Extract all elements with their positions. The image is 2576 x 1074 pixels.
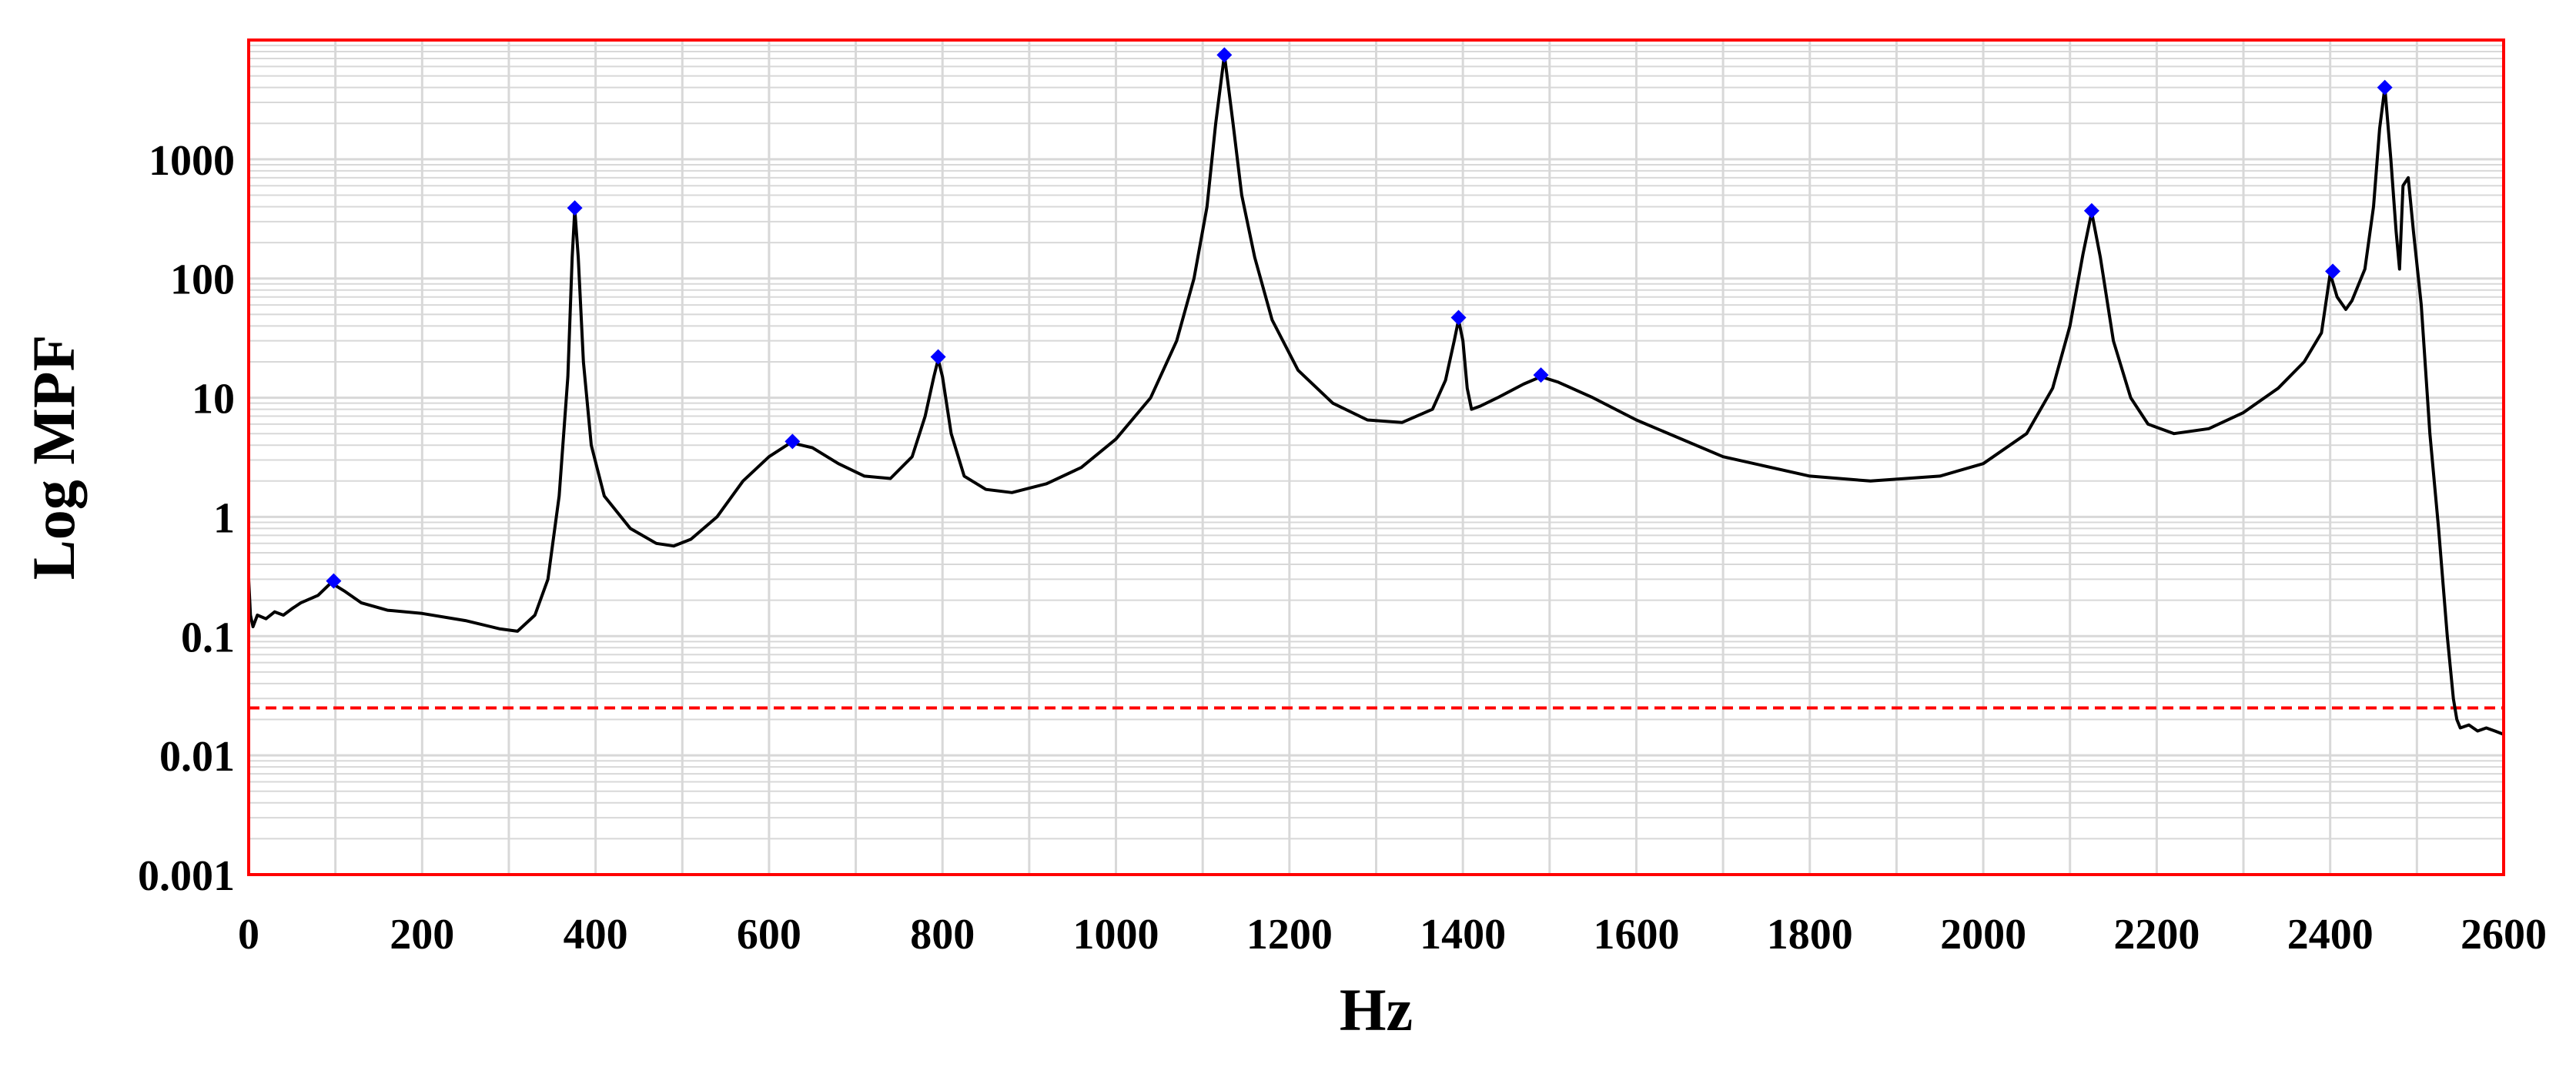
series-line [247,53,2504,736]
y-tick-label: 10 [192,376,235,423]
y-tick-label: 1 [213,494,235,542]
peak-marker [1216,47,1233,63]
peak-marker [326,573,342,589]
x-tick-label: 2000 [1940,911,2026,959]
y-axis-title: Log MPF [20,335,87,580]
y-tick-label: 0.01 [159,733,235,781]
x-tick-label: 0 [238,911,259,959]
peak-marker [2377,79,2393,95]
peak-marker [1533,367,1549,383]
x-tick-label: 600 [737,911,801,959]
peak-marker [2325,263,2341,279]
y-tick-label: 0.1 [181,614,235,661]
x-tick-label: 1400 [1420,911,1506,959]
peak-marker [2083,202,2099,219]
x-tick-label: 1200 [1246,911,1333,959]
x-tick-label: 400 [564,911,628,959]
plot-frame [247,38,2505,876]
peak-marker [567,200,583,216]
x-tick-label: 200 [390,911,454,959]
peak-markers [326,47,2393,589]
y-tick-label: 100 [170,256,235,304]
x-tick-label: 1600 [1593,911,1679,959]
y-axis-ticks: 0.001 0.01 0.1 1 10 100 1000 [138,137,235,900]
x-tick-label: 1800 [1767,911,1853,959]
grid [247,40,2505,876]
x-tick-label: 2600 [2461,911,2547,959]
peak-marker [1450,309,1467,326]
x-tick-label: 2400 [2287,911,2374,959]
x-axis-title: Hz [1340,976,1413,1043]
y-tick-label: 0.001 [138,852,235,900]
x-tick-label: 800 [910,911,975,959]
x-tick-label: 1000 [1073,911,1159,959]
y-tick-label: 1000 [149,137,235,185]
peak-marker [785,433,801,450]
peak-marker [930,349,946,365]
x-axis-ticks: 0 200 400 600 800 1000 1200 1400 1600 1800 2000 220… [238,911,2547,959]
series-group [247,53,2504,736]
x-tick-label: 2200 [2113,911,2200,959]
